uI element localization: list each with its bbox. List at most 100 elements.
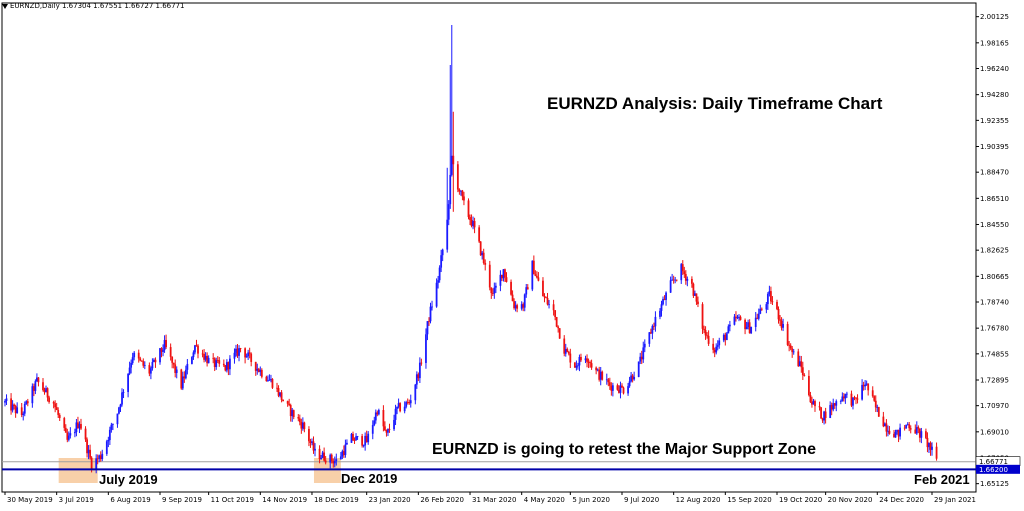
candle-body <box>43 390 46 393</box>
x-tick-label: 23 Jan 2020 <box>369 496 411 504</box>
candle-body <box>488 264 491 288</box>
candle-body <box>394 408 397 420</box>
candle-body <box>531 260 534 290</box>
candle-body <box>362 445 365 447</box>
candle-body <box>692 283 695 296</box>
y-tick-label: 1.88470 <box>980 169 1009 177</box>
candle-body <box>387 429 389 433</box>
candle-body <box>414 384 417 401</box>
candle-body <box>373 420 376 426</box>
candle-body <box>204 355 207 360</box>
candle-body <box>862 384 865 387</box>
candle-body <box>420 362 423 364</box>
candle-body <box>865 383 868 385</box>
candle-body <box>207 357 210 364</box>
candle-body <box>165 339 167 348</box>
candle-body <box>131 357 134 363</box>
candle-body <box>563 338 566 354</box>
candle-body <box>408 402 411 404</box>
candle-body <box>397 403 400 407</box>
candle-body <box>137 352 140 359</box>
candle-body <box>87 449 90 454</box>
candle-body <box>238 348 240 356</box>
x-tick-label: 30 May 2019 <box>7 496 53 504</box>
candle-body <box>665 292 667 300</box>
candle-body <box>195 345 198 347</box>
candle-body <box>697 301 699 305</box>
x-tick-label: 12 Aug 2020 <box>676 496 721 504</box>
candle-body <box>36 377 38 382</box>
candle-body <box>918 428 921 438</box>
candle-body <box>25 401 28 404</box>
candle-body <box>399 403 402 412</box>
candle-body <box>377 410 380 415</box>
candle-body <box>534 274 537 276</box>
candle-body <box>877 407 880 417</box>
candle-body <box>882 416 885 427</box>
x-tick-label: 15 Sep 2020 <box>727 496 771 504</box>
candle-body <box>86 439 88 454</box>
candle-body <box>429 306 432 322</box>
candle-body <box>55 407 58 410</box>
candle-body <box>823 411 826 421</box>
candle-body <box>567 351 570 354</box>
candle-body <box>58 414 61 419</box>
candle-body <box>428 321 430 322</box>
candle-body <box>11 404 14 411</box>
candle-body <box>229 358 231 370</box>
candle-body <box>845 393 848 395</box>
candle-body <box>555 317 558 327</box>
candle-body <box>674 279 677 281</box>
candle-body <box>622 387 625 394</box>
candle-body <box>713 349 716 353</box>
candle-body <box>244 348 247 358</box>
candle-body <box>142 361 145 366</box>
candle-body <box>569 353 572 363</box>
candle-body <box>545 297 547 299</box>
candle-body <box>494 285 497 288</box>
candle-body <box>590 363 593 368</box>
candle-body <box>478 227 481 242</box>
x-tick-label: 5 Jun 2020 <box>572 496 610 504</box>
candle-body <box>463 196 465 201</box>
candle-body <box>148 365 151 374</box>
candle-body <box>484 262 487 265</box>
candle-body <box>873 396 876 401</box>
candle-body <box>535 275 538 278</box>
candle-body <box>201 353 204 355</box>
candle-body <box>788 344 791 346</box>
candle-body <box>31 386 34 404</box>
x-tick-label: 18 Dec 2019 <box>314 496 359 504</box>
y-tick-label: 1.96240 <box>980 65 1009 73</box>
candle-body <box>365 435 368 443</box>
candle-body <box>627 386 629 394</box>
x-tick-label: 29 Jan 2021 <box>934 496 976 504</box>
candle-body <box>267 380 269 382</box>
candle-body <box>291 410 294 417</box>
candle-body <box>163 339 166 351</box>
candle-body <box>122 391 125 393</box>
candle-body <box>651 326 654 334</box>
candle-body <box>601 371 604 380</box>
candle-body <box>172 362 175 365</box>
candle-body <box>736 317 739 319</box>
candle-body <box>779 319 781 321</box>
candle-body <box>526 287 529 290</box>
y-tick-label: 1.74855 <box>980 350 1009 358</box>
candle-body <box>460 190 462 192</box>
candle-body <box>803 375 806 376</box>
candle-body <box>523 294 526 308</box>
x-tick-label: 11 Oct 2019 <box>211 496 254 504</box>
candle-body <box>20 407 23 415</box>
candle-body <box>197 345 199 354</box>
candle-body <box>254 361 257 371</box>
candle-body <box>818 406 821 408</box>
candle-body <box>511 294 514 302</box>
candle-body <box>791 348 794 353</box>
candle-body <box>239 348 242 349</box>
x-tick-label: 14 Nov 2019 <box>262 496 307 504</box>
candle-body <box>631 375 634 380</box>
dropdown-triangle-icon[interactable] <box>2 3 8 9</box>
candle-body <box>643 343 646 348</box>
candle-body <box>747 322 750 328</box>
